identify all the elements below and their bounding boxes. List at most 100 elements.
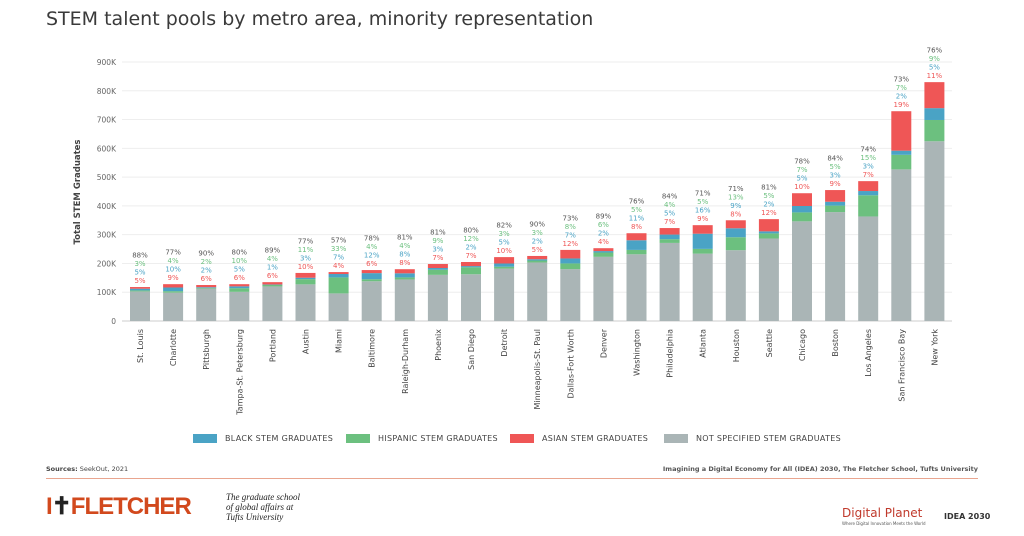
bar-segment <box>196 287 217 289</box>
data-label: 9% <box>730 202 741 210</box>
legend-swatch <box>193 434 217 443</box>
bar-segment <box>427 268 448 270</box>
bar-segment <box>924 108 945 120</box>
x-tick-label: Seattle <box>765 329 774 357</box>
sources-text: SeekOut, 2021 <box>79 465 129 473</box>
data-label: 76% <box>629 198 645 206</box>
legend-hispanic: HISPANIC STEM GRADUATES <box>346 434 498 443</box>
data-label: 7% <box>333 254 344 262</box>
bar-segment <box>692 253 713 321</box>
bar-segment <box>792 212 812 222</box>
idea-logo: IDEA 2030 <box>944 512 991 521</box>
bar-segment <box>560 269 581 321</box>
bar-segment <box>593 248 614 252</box>
bar-segment <box>891 111 912 151</box>
bar-segment <box>792 221 812 321</box>
bar-segment <box>295 279 316 285</box>
data-label: 12% <box>364 252 380 260</box>
data-label: 10% <box>232 257 248 265</box>
bar-segment <box>725 220 746 229</box>
data-label: 4% <box>267 255 278 263</box>
data-label: 78% <box>794 158 810 166</box>
bar-segment <box>427 274 448 321</box>
data-label: 9% <box>830 180 841 188</box>
x-tick-label: Phoenix <box>434 329 443 361</box>
bar-segment <box>626 254 647 321</box>
data-label: 6% <box>201 275 212 283</box>
bar-segment <box>361 281 382 321</box>
data-label: 7% <box>863 171 874 179</box>
data-label: 2% <box>532 237 543 245</box>
bar-segment <box>130 287 150 289</box>
bar-segment <box>494 268 515 321</box>
x-tick-label: Philadelphia <box>666 329 675 378</box>
data-label: 11% <box>298 246 314 254</box>
bar-segment <box>725 250 746 321</box>
y-tick-label: 800K <box>97 87 117 96</box>
bar-segment <box>891 150 912 155</box>
data-label: 33% <box>331 245 347 253</box>
y-tick-label: 700K <box>97 116 117 125</box>
data-label: 8% <box>399 259 410 267</box>
bar-segment <box>295 272 316 278</box>
bar-segment <box>394 279 415 321</box>
bar-segment <box>593 256 614 321</box>
bar-segment <box>196 288 217 321</box>
data-label: 11% <box>927 72 943 80</box>
bar-segment <box>461 262 481 267</box>
bar-segment <box>262 286 283 321</box>
bar-segment <box>825 212 846 321</box>
data-label: 3% <box>432 246 443 254</box>
data-label: 5% <box>234 266 245 274</box>
bar-segment <box>394 277 415 280</box>
bar-segment <box>593 252 614 257</box>
data-label: 3% <box>532 229 543 237</box>
bar-segment <box>130 291 150 321</box>
bar-segment <box>361 273 382 280</box>
bar-segment <box>593 251 614 253</box>
x-tick-label: Portland <box>268 329 277 362</box>
data-label: 7% <box>465 252 476 260</box>
fletcher-wordmark: FLETCHER <box>70 493 192 520</box>
legend-black: BLACK STEM GRADUATES <box>193 434 333 443</box>
bar-segment <box>725 228 746 238</box>
data-label: 10% <box>298 263 314 271</box>
data-label: 7% <box>664 218 675 226</box>
y-tick-label: 600K <box>97 144 117 153</box>
data-label: 5% <box>796 175 807 183</box>
x-tick-label: Austin <box>302 329 311 354</box>
bar-segment <box>229 284 250 287</box>
bar-segment <box>494 266 515 269</box>
bar-segment <box>461 267 481 275</box>
bar-segment <box>891 154 912 170</box>
legend-label: HISPANIC STEM GRADUATES <box>378 434 498 443</box>
data-label: 2% <box>201 258 212 266</box>
bar-segment <box>229 288 250 292</box>
bar-segment <box>560 258 581 264</box>
legend-swatch <box>510 434 534 443</box>
bar-segment <box>361 279 382 282</box>
data-label: 7% <box>896 84 907 92</box>
data-label: 88% <box>132 252 148 260</box>
bar-segment <box>461 266 481 268</box>
x-tick-label: Atlanta <box>699 329 708 358</box>
data-label: 4% <box>333 262 344 270</box>
sources-label: Sources: <box>46 465 78 473</box>
data-label: 10% <box>165 266 181 274</box>
bar-segment <box>527 259 548 261</box>
data-label: 1% <box>267 264 278 272</box>
data-label: 8% <box>631 223 642 231</box>
bar-segment <box>924 141 945 321</box>
bar-segment <box>758 233 779 239</box>
data-label: 6% <box>267 272 278 280</box>
legend-asian: ASIAN STEM GRADUATES <box>510 434 648 443</box>
bar-segment <box>858 216 879 321</box>
data-label: 6% <box>366 260 377 268</box>
bar-segment <box>527 262 548 321</box>
bar-segment <box>163 291 184 293</box>
bar-segment <box>328 274 349 278</box>
bar-segment <box>792 193 812 207</box>
y-axis-label: Total STEM Graduates <box>73 140 83 245</box>
bar-segment <box>725 237 746 251</box>
bar-segment <box>361 270 382 274</box>
